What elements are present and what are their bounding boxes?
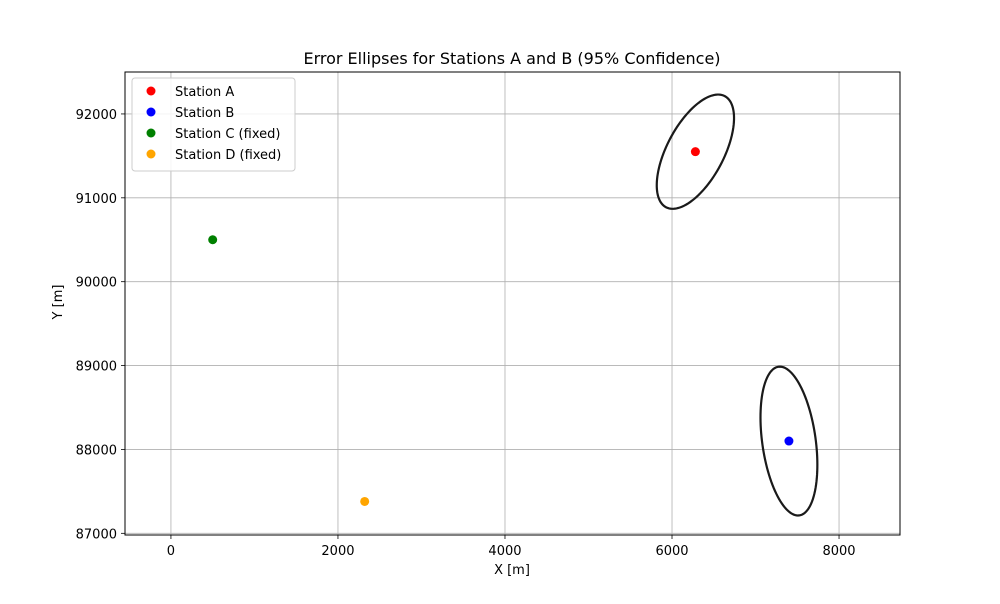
legend-box <box>131 77 296 172</box>
x-tick-label: 2000 <box>321 544 354 559</box>
legend-label: Station A <box>175 85 234 100</box>
grid <box>125 72 900 535</box>
axes: 0 2000 4000 6000 8000 87000 88000 89000 90000 910… <box>76 71 901 559</box>
chart-title: Error Ellipses for Stations A and B (95%… <box>303 49 720 68</box>
legend-marker <box>146 149 156 159</box>
y-tick-label: 89000 <box>76 360 117 375</box>
error-ellipse <box>759 365 819 517</box>
x-tick-label: 8000 <box>822 544 855 559</box>
y-tick-label: 92000 <box>76 108 117 123</box>
x-tick-label: 6000 <box>655 544 688 559</box>
legend-label: Station C (fixed) <box>175 127 280 142</box>
legend-label: Station D (fixed) <box>175 148 281 163</box>
legend-label: Station B <box>175 106 234 121</box>
station-point <box>690 147 700 157</box>
legend-marker <box>146 86 156 96</box>
y-tick-label: 91000 <box>76 192 117 207</box>
y-tick-label: 87000 <box>76 527 117 542</box>
legend-marker <box>146 107 156 117</box>
station-point <box>784 436 794 446</box>
legend: Station A Station B Station C (fixed) Stati… <box>131 77 296 172</box>
error-ellipses <box>655 93 819 517</box>
x-tick-label: 0 <box>167 544 175 559</box>
station-point <box>360 496 370 506</box>
x-axis-label: X [m] <box>494 563 530 578</box>
plot-frame <box>124 71 901 536</box>
station-point <box>208 235 218 245</box>
y-axis-label: Y [m] <box>51 285 66 321</box>
y-tick-label: 88000 <box>76 443 117 458</box>
y-tick-label: 90000 <box>76 276 117 291</box>
station-points <box>208 147 794 506</box>
error-ellipse <box>655 93 736 210</box>
legend-marker <box>146 128 156 138</box>
x-tick-label: 4000 <box>488 544 521 559</box>
